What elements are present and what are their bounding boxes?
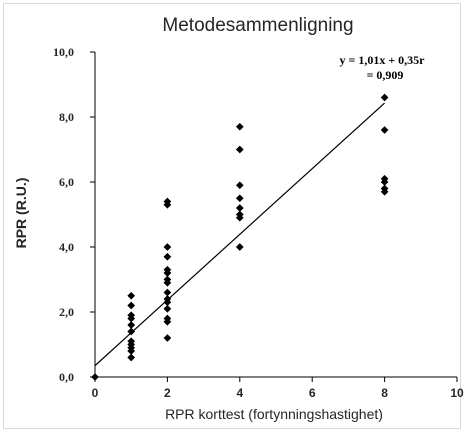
- x-tick-label: 8: [381, 386, 388, 400]
- data-point: [127, 321, 136, 329]
- data-point: [91, 373, 99, 381]
- data-point: [380, 93, 389, 102]
- data-point: [235, 213, 244, 222]
- data-point: [127, 327, 136, 336]
- data-point: [380, 126, 389, 134]
- x-tick-label: 10: [450, 386, 464, 400]
- y-tick-label: 6,0: [59, 175, 74, 189]
- data-point: [163, 252, 172, 261]
- trendline: [94, 102, 386, 367]
- data-point: [127, 353, 136, 362]
- y-tick-label: 0,0: [59, 370, 74, 384]
- axes: [94, 52, 457, 378]
- data-point: [163, 304, 172, 313]
- equation-line-2: = 0,909: [367, 68, 404, 82]
- chart-title: Metodesammenligning: [162, 15, 353, 36]
- data-point: [380, 187, 389, 196]
- x-tick-label: 6: [309, 386, 316, 400]
- data-point: [235, 194, 244, 203]
- data-point: [163, 243, 172, 251]
- y-tick-label: 4,0: [59, 240, 74, 254]
- x-ticks: 0 2 4 6 8 10: [92, 377, 464, 400]
- x-tick-label: 4: [236, 386, 243, 400]
- data-point: [235, 145, 244, 154]
- data-point: [235, 243, 244, 251]
- x-axis-title: RPR korttest (fortynningshastighet): [165, 406, 383, 422]
- data-point: [127, 301, 136, 310]
- x-tick-label: 0: [92, 386, 99, 400]
- data-point: [163, 317, 172, 326]
- y-ticks: 0,0 2,0 4,0 6,0 8,0 10,0: [53, 45, 95, 384]
- y-axis-title: RPR (R.U.): [13, 178, 29, 249]
- data-point: [163, 200, 172, 209]
- data-point: [235, 181, 244, 190]
- data-point: [163, 278, 172, 287]
- y-tick-label: 8,0: [59, 110, 74, 124]
- data-point: [163, 288, 172, 297]
- equation-line-1: y = 1,01x + 0,35r: [339, 53, 425, 67]
- y-tick-label: 10,0: [53, 45, 74, 59]
- data-point: [163, 334, 172, 342]
- chart-frame: [3, 3, 461, 429]
- data-points: [91, 93, 389, 381]
- data-point: [235, 204, 244, 212]
- y-tick-label: 2,0: [59, 305, 74, 319]
- data-point: [235, 122, 244, 131]
- data-point: [127, 291, 136, 300]
- x-tick-label: 2: [164, 386, 171, 400]
- trendline-group: [94, 102, 386, 367]
